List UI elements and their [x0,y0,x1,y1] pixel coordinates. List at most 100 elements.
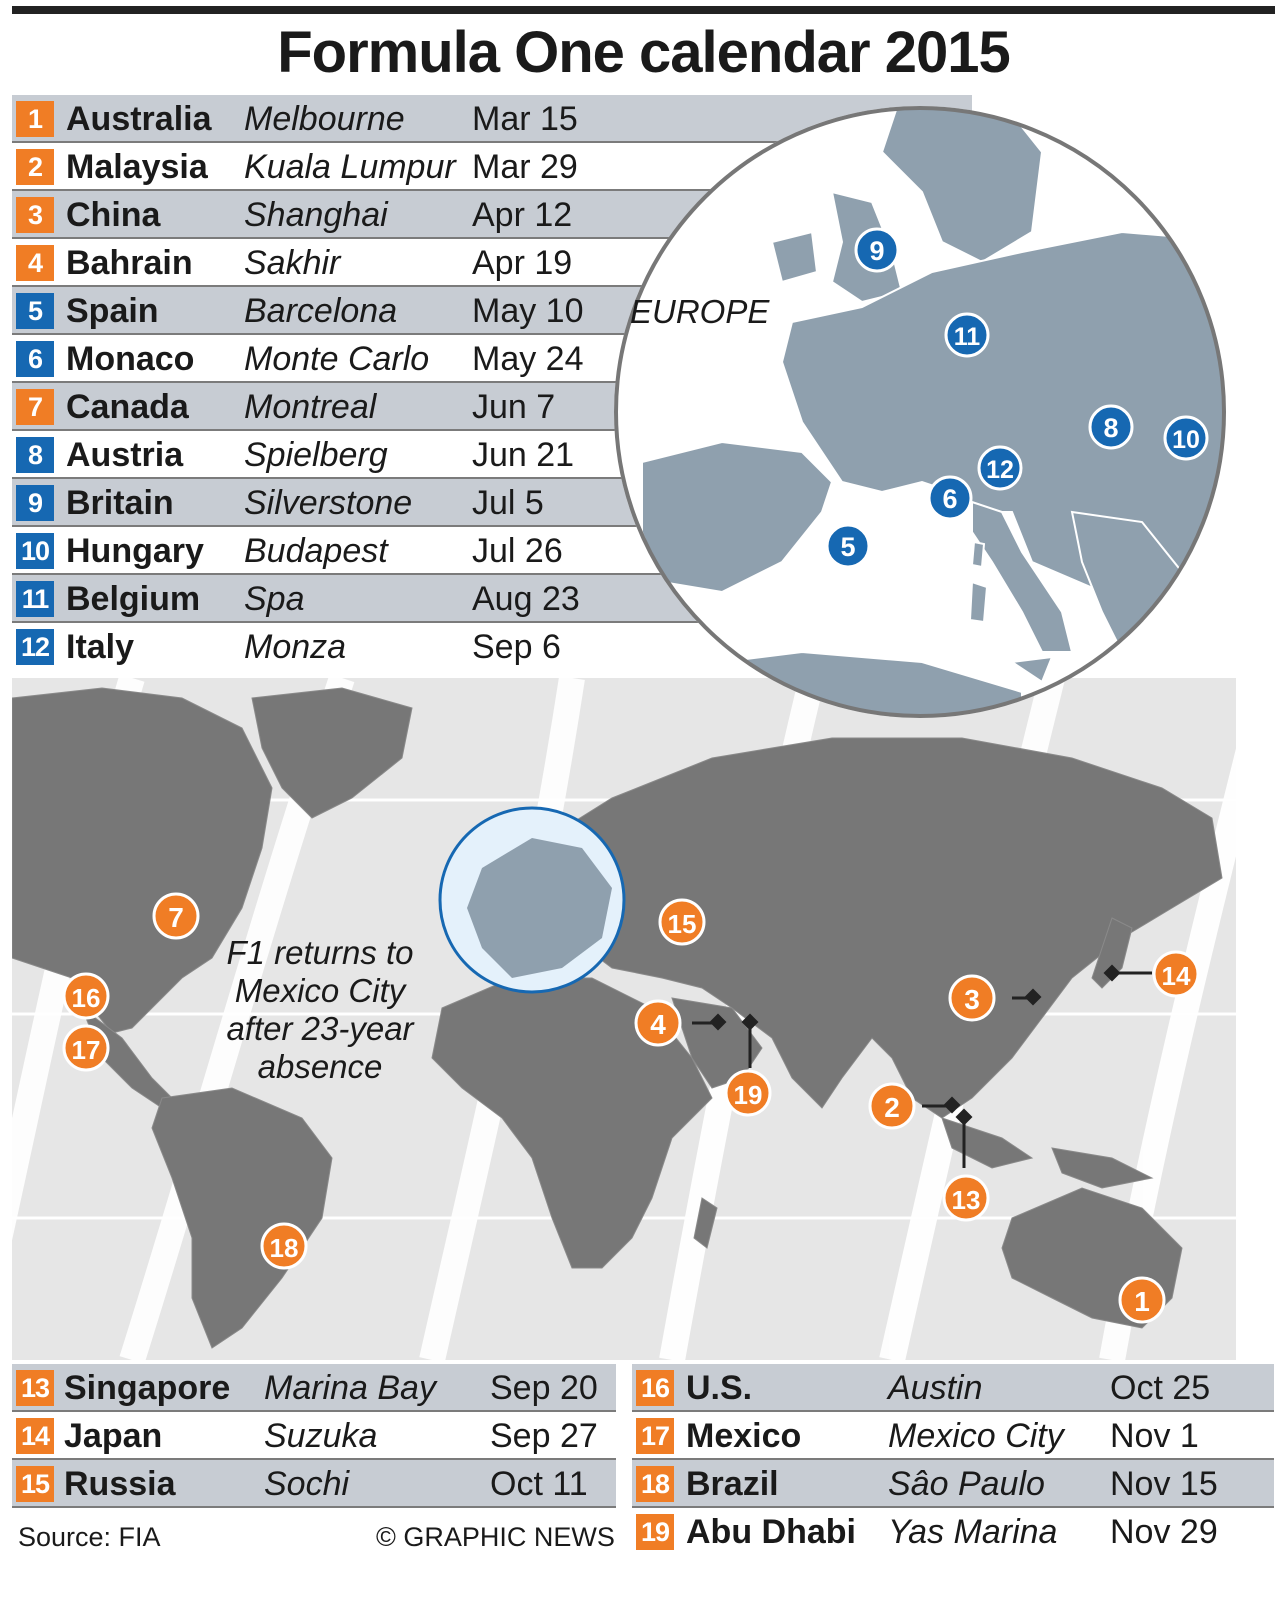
pin-3[interactable]: 3 [948,974,996,1022]
table-row: 1 Australia Melbourne Mar 15 [12,95,972,143]
svg-text:3: 3 [964,984,980,1015]
date: Oct 11 [490,1465,588,1503]
svg-text:1: 1 [1134,1286,1150,1317]
date: May 24 [472,340,584,378]
table-row: 12 Italy Monza Sep 6 [12,623,972,671]
svg-text:17: 17 [72,1035,101,1065]
pin-13[interactable]: 13 [942,1174,990,1222]
table-row: 10 Hungary Budapest Jul 26 [12,527,972,575]
city: Sâo Paulo [888,1465,1045,1503]
date: Mar 29 [472,148,578,186]
table-row: 18 Brazil Sâo Paulo Nov 15 [632,1460,1274,1508]
pin-12[interactable]: 12 [977,445,1023,491]
pin-6[interactable]: 6 [927,475,973,521]
pin-4[interactable]: 4 [634,999,682,1047]
country: Abu Dhabi [686,1513,856,1551]
race-number: 7 [16,389,54,425]
country: Singapore [64,1369,231,1407]
svg-text:9: 9 [869,236,884,266]
table-row: 19 Abu Dhabi Yas Marina Nov 29 [632,1508,1274,1556]
world-map: 7 16 17 15 4 19 3 14 2 13 18 1 [12,678,1236,1360]
pin-10[interactable]: 10 [1163,415,1209,461]
svg-text:11: 11 [954,323,981,351]
city: Kuala Lumpur [244,148,456,186]
race-number: 17 [636,1418,674,1454]
city: Sochi [264,1465,350,1503]
date: Mar 15 [472,100,578,138]
date: Nov 1 [1110,1417,1199,1455]
date: Oct 25 [1110,1369,1211,1407]
city: Austin [888,1369,983,1407]
table-row: 3 China Shanghai Apr 12 [12,191,972,239]
date: Aug 23 [472,580,580,618]
table-row: 15 Russia Sochi Oct 11 [12,1460,616,1508]
world-pins: 7 16 17 15 4 19 3 14 2 13 18 1 [62,892,1200,1324]
date: Jun 7 [472,388,556,426]
city: Spielberg [244,436,388,474]
pin-5[interactable]: 5 [825,523,871,569]
race-number: 15 [16,1466,54,1502]
city: Monza [244,628,347,666]
pin-1[interactable]: 1 [1118,1276,1166,1324]
svg-text:10: 10 [1172,426,1200,454]
svg-text:5: 5 [840,532,855,562]
date: Nov 15 [1110,1465,1218,1503]
table-row: 13 Singapore Marina Bay Sep 20 [12,1364,616,1412]
europe-inset-map: 9 11 8 10 12 6 5 [614,106,1226,718]
svg-text:19: 19 [734,1080,763,1110]
table-row: 2 Malaysia Kuala Lumpur Mar 29 [12,143,972,191]
svg-text:8: 8 [1103,413,1118,443]
europe-pins: 9 11 8 10 12 6 5 [825,227,1209,569]
city: Yas Marina [888,1513,1058,1551]
svg-text:7: 7 [168,902,184,933]
city: Sakhir [244,244,341,282]
pin-15[interactable]: 15 [658,898,706,946]
pin-14[interactable]: 14 [1152,950,1200,998]
pin-19[interactable]: 19 [724,1069,772,1117]
page-title: Formula One calendar 2015 [277,20,1011,85]
pin-11[interactable]: 11 [944,312,990,358]
race-number: 5 [16,293,54,329]
city: Silverstone [244,484,413,522]
svg-text:2: 2 [884,1092,900,1123]
city: Monte Carlo [244,340,430,378]
country: Italy [66,628,135,666]
city: Melbourne [244,100,405,138]
city: Suzuka [264,1417,378,1455]
table-row: 17 Mexico Mexico City Nov 1 [632,1412,1274,1460]
country: Belgium [66,580,201,618]
pin-16[interactable]: 16 [62,972,110,1020]
table-row: 6 Monaco Monte Carlo May 24 [12,335,972,383]
country: Brazil [686,1465,779,1503]
pin-8[interactable]: 8 [1088,404,1134,450]
city: Mexico City [888,1417,1064,1455]
race-number: 2 [16,149,54,185]
pin-18[interactable]: 18 [260,1222,308,1270]
race-number: 14 [16,1418,54,1454]
europe-label: EUROPE [630,293,770,330]
country: Hungary [66,532,204,570]
country: Malaysia [66,148,208,186]
country: Australia [66,100,212,138]
race-number: 16 [636,1370,674,1406]
bottom-right-race-table: 16 U.S. Austin Oct 25 17 Mexico Mexico City No… [632,1364,1274,1556]
country: Bahrain [66,244,193,282]
race-number: 19 [636,1514,674,1550]
race-number: 10 [16,533,54,569]
pin-7[interactable]: 7 [152,892,200,940]
svg-text:4: 4 [650,1009,666,1040]
race-number: 11 [16,581,54,617]
race-number: 8 [16,437,54,473]
svg-text:13: 13 [952,1185,981,1215]
pin-9[interactable]: 9 [854,227,900,273]
pin-2[interactable]: 2 [868,1082,916,1130]
mexico-annotation: F1 returns to Mexico City after 23-year … [226,934,414,1085]
table-row: 8 Austria Spielberg Jun 21 [12,431,972,479]
svg-text:12: 12 [986,456,1014,484]
city: Spa [244,580,305,618]
svg-text:14: 14 [1162,961,1191,991]
race-number: 12 [16,629,54,665]
date: Sep 27 [490,1417,598,1455]
race-number: 4 [16,245,54,281]
pin-17[interactable]: 17 [62,1024,110,1072]
